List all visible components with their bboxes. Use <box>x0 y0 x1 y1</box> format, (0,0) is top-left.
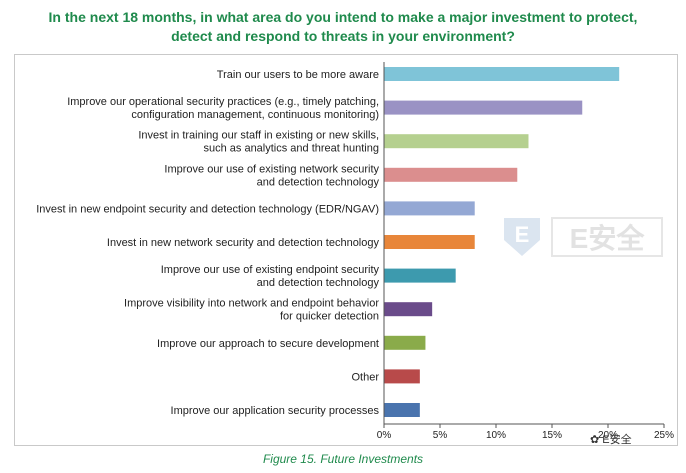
bar-8 <box>384 302 433 317</box>
category-label-5: Invest in new endpoint security and dete… <box>36 203 379 215</box>
bar-9 <box>384 335 426 350</box>
svg-text:E安全: E安全 <box>570 222 646 254</box>
bar-4 <box>384 167 518 182</box>
x-tick-label-6: 25% <box>654 430 674 441</box>
bar-1 <box>384 67 620 81</box>
bar-2 <box>384 100 583 115</box>
wechat-icon: ✿ <box>590 434 600 446</box>
category-label-7: Improve our use of existing endpoint sec… <box>161 264 380 289</box>
bar-5 <box>384 201 475 216</box>
x-tick-label-2: 5% <box>433 430 448 441</box>
x-tick-label-4: 15% <box>542 430 562 441</box>
shield-icon <box>504 218 540 256</box>
category-label-4: Improve our use of existing network secu… <box>164 163 379 188</box>
chart-title-line-1: In the next 18 months, in what area do y… <box>48 9 638 25</box>
watermark-footer-text: E安全 <box>602 434 632 446</box>
category-label-8: Improve visibility into network and endp… <box>124 298 379 323</box>
category-label-11: Improve our application security process… <box>171 405 380 417</box>
bar-6 <box>384 235 475 249</box>
bar-11 <box>384 403 420 417</box>
chart-title: In the next 18 months, in what area do y… <box>0 8 686 46</box>
x-axis: 0% 5% 10% 15% 20% 25% <box>377 62 674 441</box>
bar-7 <box>384 268 456 283</box>
category-label-1: Train our users to be more aware <box>217 69 379 81</box>
bar-10 <box>384 369 420 384</box>
chart-title-line-2: detect and respond to threats in your en… <box>171 28 515 44</box>
category-label-2: Improve our operational security practic… <box>67 96 379 121</box>
x-tick-label-5: 20% <box>598 430 618 441</box>
chart-frame <box>14 54 678 446</box>
category-labels: Train our users to be more aware Improve … <box>36 69 379 417</box>
x-tick-label-3: 10% <box>486 430 506 441</box>
bar-3 <box>384 134 529 149</box>
svg-text:E: E <box>515 222 530 247</box>
watermark-logo: E E安全 <box>500 212 666 262</box>
watermark-footer: ✿ E安全 <box>590 431 632 447</box>
category-label-10: Other <box>351 371 379 383</box>
x-tick-label-1: 0% <box>377 430 392 441</box>
category-label-3: Invest in training our staff in existing… <box>138 130 379 155</box>
bars <box>384 67 620 417</box>
figure-caption: Figure 15. Future Investments <box>262 452 424 466</box>
category-label-9: Improve our approach to secure developme… <box>157 338 379 350</box>
category-label-6: Invest in new network security and detec… <box>107 237 380 249</box>
